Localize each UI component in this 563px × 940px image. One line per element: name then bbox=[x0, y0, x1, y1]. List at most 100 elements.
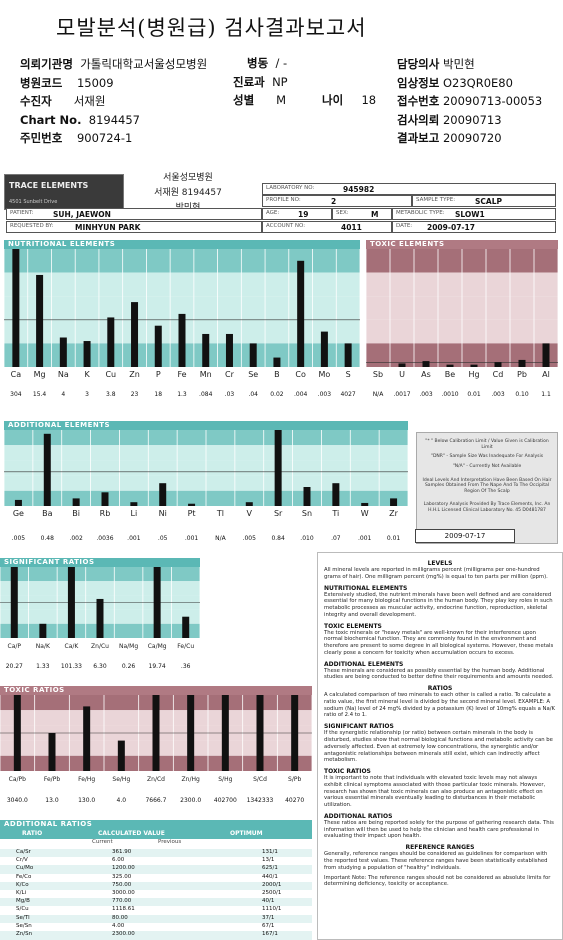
value-nutri-4: 3.8 bbox=[106, 391, 116, 398]
bar-nutri-7 bbox=[178, 313, 186, 367]
interpretation-panel: LEVELS All mineral levels are reported i… bbox=[317, 552, 563, 940]
note-lab-provider: Laboratory Analysis Provided By Trace El… bbox=[423, 502, 551, 513]
band bbox=[4, 272, 360, 297]
label-toxic-2: As bbox=[421, 370, 431, 379]
label-sig-4: Na/Mg bbox=[119, 643, 138, 650]
value-sig-3: 6.30 bbox=[93, 663, 107, 670]
value-tratio-2: 130.0 bbox=[78, 797, 96, 804]
bar-add-2 bbox=[72, 498, 80, 506]
sex-label: SEX: bbox=[336, 210, 349, 216]
additional-values-row: .005 0.48 .002 .0036 .001 .05 .001 N/A .005 0.84.… bbox=[4, 535, 408, 544]
label-toxic-1: U bbox=[399, 370, 405, 379]
bar-nutri-6 bbox=[154, 325, 162, 367]
label-add-1: Ba bbox=[42, 509, 52, 518]
label-add-8: V bbox=[247, 509, 253, 518]
value-tratio-6: 402700 bbox=[213, 797, 237, 804]
label-toxic-6: Pb bbox=[517, 370, 527, 379]
bar-tratio-5 bbox=[187, 695, 195, 771]
value-nutri-1: 15.4 bbox=[32, 391, 47, 398]
bar-add-9 bbox=[274, 430, 282, 506]
age-value: 19 bbox=[298, 210, 309, 219]
value-toxic-5: .003 bbox=[491, 391, 505, 398]
label-add-3: Rb bbox=[100, 509, 111, 518]
ratio-current: 3000.00 bbox=[112, 890, 135, 896]
ratios-heading: RATIOS bbox=[427, 685, 453, 693]
bar-toxic-3 bbox=[446, 364, 454, 367]
ratio-opt: 2500/1 bbox=[262, 890, 282, 896]
bar-sig-0 bbox=[10, 567, 18, 638]
header-row-hospital: 의뢰기관명 가톨릭대학교서울성모병원 bbox=[20, 57, 208, 71]
significant-heading: SIGNIFICANT RATIOS bbox=[0, 558, 200, 567]
patient-box: PATIENT: SUH, JAEWON bbox=[6, 208, 262, 220]
band bbox=[0, 567, 200, 582]
ref-heading: REFERENCE RANGES bbox=[405, 844, 475, 852]
label-nutri-2: Na bbox=[58, 370, 69, 379]
header-right: 담당의사 박민현 임상정보 O23QR0E80 접수번호 20090713-00… bbox=[397, 55, 542, 148]
ratio-opt: 13/1 bbox=[262, 857, 275, 864]
value-nutri-2: 4 bbox=[61, 391, 66, 398]
label-sig-6: Fe/Cu bbox=[177, 643, 194, 650]
ratio-current: 4.00 bbox=[112, 922, 125, 929]
stamp-line-2: 서재원 8194457 bbox=[154, 188, 222, 198]
value-sig-1: 1.33 bbox=[36, 663, 50, 670]
toxic-text-heading: TOXIC ELEMENTS bbox=[324, 622, 382, 630]
label-toxic-4: Hg bbox=[468, 370, 479, 379]
value-tratio-0: 3040.0 bbox=[6, 797, 28, 804]
bar-nutri-4 bbox=[107, 317, 115, 367]
bar-nutri-8 bbox=[202, 333, 210, 367]
value-add-6: .001 bbox=[184, 535, 199, 542]
label-toxic-5: Cd bbox=[493, 370, 504, 379]
col-opt: OPTIMUM bbox=[230, 830, 263, 837]
label-nutri-13: Mo bbox=[319, 370, 331, 379]
ratio-ratio: Fe/Co bbox=[16, 873, 32, 880]
bar-add-5 bbox=[159, 483, 167, 506]
ratio-ratio: K/Li bbox=[16, 890, 27, 896]
value-nutri-11: 0.02 bbox=[270, 391, 284, 398]
label-tratio-8: S/Pb bbox=[288, 776, 301, 783]
label-add-11: Ti bbox=[331, 509, 339, 518]
bar-sig-5 bbox=[153, 567, 161, 638]
value-toxic-3: .0010 bbox=[441, 391, 459, 398]
header-ward: 병동 / - bbox=[247, 56, 288, 70]
label-toxic-0: Sb bbox=[373, 370, 383, 379]
additional-ratios-header: RATIO CALCULATED VALUE OPTIMUM bbox=[0, 829, 312, 839]
header-row-clinical: 임상정보 O23QR0E80 bbox=[397, 75, 513, 90]
value-tratio-4: 7666.7 bbox=[145, 797, 167, 804]
ratio-current: 1118.61 bbox=[112, 906, 135, 913]
ratio-ratio: S/Cu bbox=[16, 906, 29, 913]
value-nutri-8: .084 bbox=[199, 391, 213, 398]
lab-no-value: 945982 bbox=[343, 185, 375, 194]
toxic-chart: Sb U As Be Hg Cd Pb Al bbox=[366, 249, 558, 379]
additional-ratios-subheader: Current Previous bbox=[0, 839, 312, 848]
label-add-13: Zr bbox=[389, 509, 398, 518]
value-sig-4: 0.26 bbox=[121, 663, 136, 670]
ratio-opt: 2000/1 bbox=[262, 881, 282, 888]
tox-ratio-heading: TOXIC RATIOS bbox=[324, 768, 371, 776]
header-left: 의뢰기관명 가톨릭대학교서울성모병원 병원코드 15009 수진자 서재원 Ch… bbox=[20, 55, 207, 148]
bar-toxic-7 bbox=[542, 343, 550, 367]
value-add-12: .001 bbox=[358, 535, 372, 542]
header-row-patient: 수진자 서재원 bbox=[20, 94, 106, 108]
bar-toxic-2 bbox=[422, 361, 430, 367]
ratio-opt: 131/1 bbox=[262, 849, 278, 855]
label-nutri-0: Ca bbox=[11, 370, 22, 379]
bar-tratio-3 bbox=[117, 740, 125, 771]
additional-heading: ADDITIONAL ELEMENTS bbox=[4, 421, 408, 430]
col-calc: CALCULATED VALUE bbox=[98, 830, 165, 837]
label-nutri-4: Cu bbox=[105, 370, 116, 379]
bar-sig-1 bbox=[39, 623, 47, 638]
significant-values-row: 20.27 1.33 101.33 6.30 0.26 19.74 .36 bbox=[0, 663, 200, 672]
toxic-ratios-values-row: 3040.0 13.0 130.0 4.0 7666.7 2300.0 402700 1342… bbox=[0, 797, 312, 806]
sub-current: Current bbox=[92, 839, 113, 845]
lab-no-box: LABORATORY NO: 945982 bbox=[262, 183, 556, 195]
value-tratio-3: 4.0 bbox=[116, 797, 127, 804]
value-nutri-7: 1.3 bbox=[177, 391, 187, 398]
toxic-ratios-heading: TOXIC RATIOS bbox=[0, 686, 312, 695]
date-label: DATE: bbox=[396, 223, 413, 229]
header-row-ssn: 주민번호 900724-1 bbox=[20, 131, 133, 145]
ratio-ratio: K/Co bbox=[16, 881, 29, 888]
value-sig-2: 101.33 bbox=[60, 663, 82, 670]
account-value: 4011 bbox=[341, 223, 362, 232]
value-add-9: 0.84 bbox=[271, 535, 285, 542]
additional-ratios-heading: ADDITIONAL RATIOS bbox=[0, 820, 312, 829]
